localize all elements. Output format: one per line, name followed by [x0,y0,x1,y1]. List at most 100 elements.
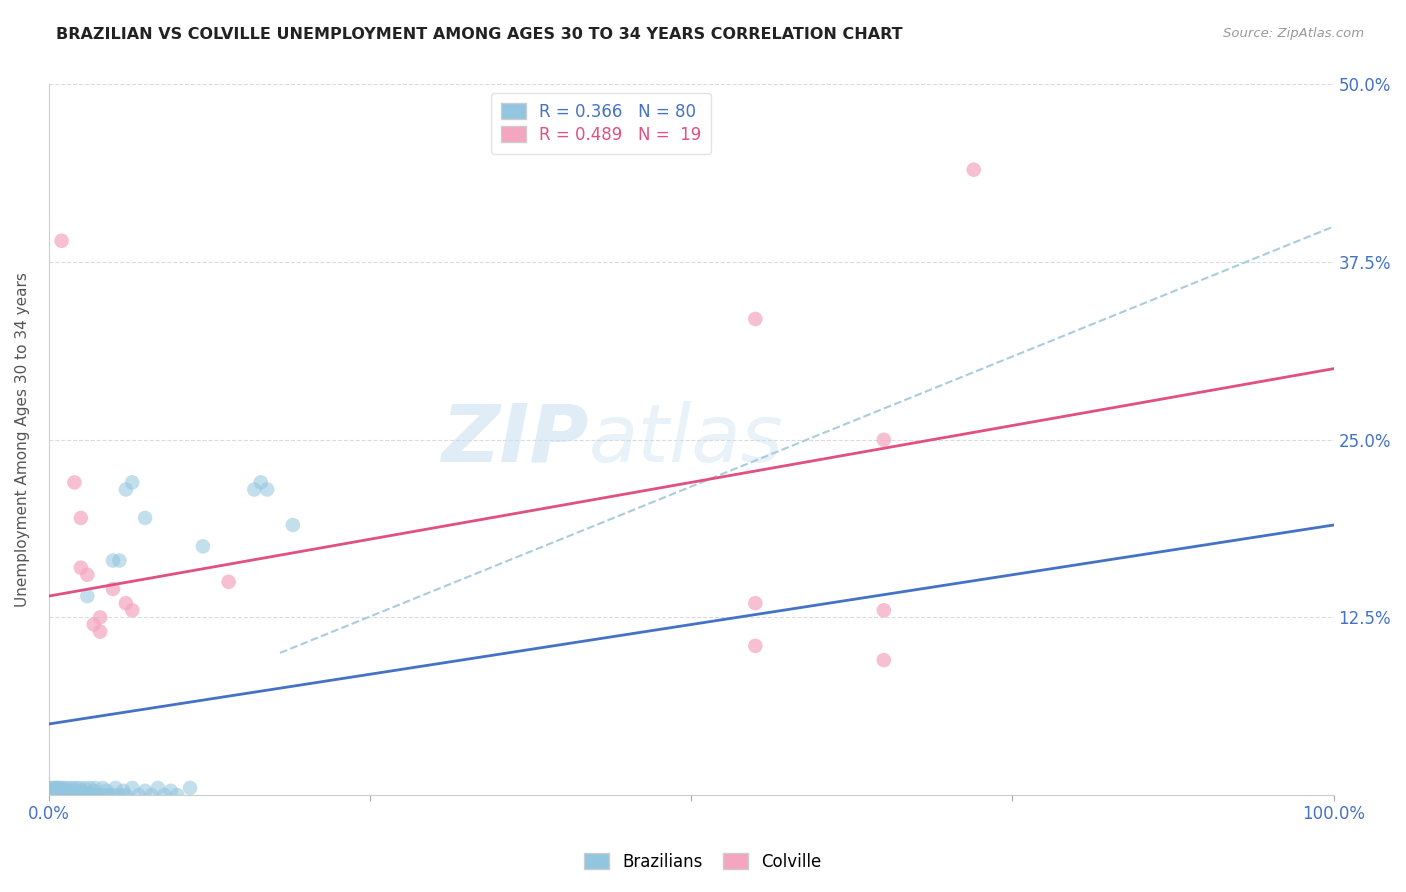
Point [146,780,169,795]
Point [41,780,63,795]
Point [63,475,86,490]
Point [69,780,91,795]
Point [79,780,101,795]
Point [114,596,136,610]
Point [60,780,83,795]
Point [101,553,124,567]
Point [46,788,69,802]
Point [89,624,111,639]
Point [114,788,136,802]
Point [89,788,111,802]
Legend: Brazilians, Colville: Brazilians, Colville [576,845,830,880]
Point [83,784,105,798]
Point [76,567,98,582]
Y-axis label: Unemployment Among Ages 30 to 34 years: Unemployment Among Ages 30 to 34 years [15,272,30,607]
Point [48,780,70,795]
Point [93,788,115,802]
Point [39,788,62,802]
Point [41,788,63,802]
Point [62,788,84,802]
Point [108,553,131,567]
Point [873,603,896,617]
Point [56,788,79,802]
Point [65,780,87,795]
Point [153,788,176,802]
Point [45,788,67,802]
Point [53,788,76,802]
Point [70,511,93,525]
Point [249,475,271,490]
Point [76,589,98,603]
Point [42,788,65,802]
Point [56,780,79,795]
Text: atlas: atlas [588,401,783,479]
Point [191,539,214,553]
Point [963,162,986,177]
Point [44,788,66,802]
Point [744,312,766,326]
Point [873,653,896,667]
Point [73,780,96,795]
Point [121,475,143,490]
Point [70,560,93,574]
Point [256,483,278,497]
Point [72,788,94,802]
Point [48,788,70,802]
Point [101,582,124,596]
Text: ZIP: ZIP [441,401,588,479]
Point [104,780,127,795]
Point [96,784,118,798]
Point [52,788,75,802]
Point [108,788,131,802]
Point [55,788,77,802]
Point [58,788,80,802]
Point [42,784,65,798]
Point [51,788,73,802]
Point [159,784,181,798]
Point [38,788,60,802]
Point [744,639,766,653]
Point [59,788,82,802]
Point [51,234,73,248]
Point [45,784,67,798]
Point [63,784,86,798]
Point [49,788,72,802]
Point [41,788,63,802]
Point [41,785,63,799]
Point [83,617,105,632]
Point [218,574,240,589]
Point [112,784,135,798]
Point [166,788,188,802]
Point [46,780,69,795]
Point [121,603,143,617]
Point [243,483,266,497]
Point [80,788,103,802]
Point [41,780,63,795]
Point [134,784,156,798]
Point [114,483,136,497]
Point [51,785,73,799]
Point [51,780,73,795]
Point [44,780,66,795]
Point [98,788,121,802]
Point [53,780,76,795]
Point [67,788,90,802]
Point [873,433,896,447]
Point [91,780,114,795]
Point [744,596,766,610]
Legend: R = 0.366   N = 80, R = 0.489   N =  19: R = 0.366 N = 80, R = 0.489 N = 19 [491,93,711,153]
Point [76,788,98,802]
Point [134,511,156,525]
Point [70,788,93,802]
Point [55,784,77,798]
Text: Source: ZipAtlas.com: Source: ZipAtlas.com [1223,27,1364,40]
Point [63,788,86,802]
Text: BRAZILIAN VS COLVILLE UNEMPLOYMENT AMONG AGES 30 TO 34 YEARS CORRELATION CHART: BRAZILIAN VS COLVILLE UNEMPLOYMENT AMONG… [56,27,903,42]
Point [84,780,107,795]
Point [70,784,93,798]
Point [49,784,72,798]
Point [179,780,201,795]
Point [86,788,108,802]
Point [141,788,163,802]
Point [281,518,304,533]
